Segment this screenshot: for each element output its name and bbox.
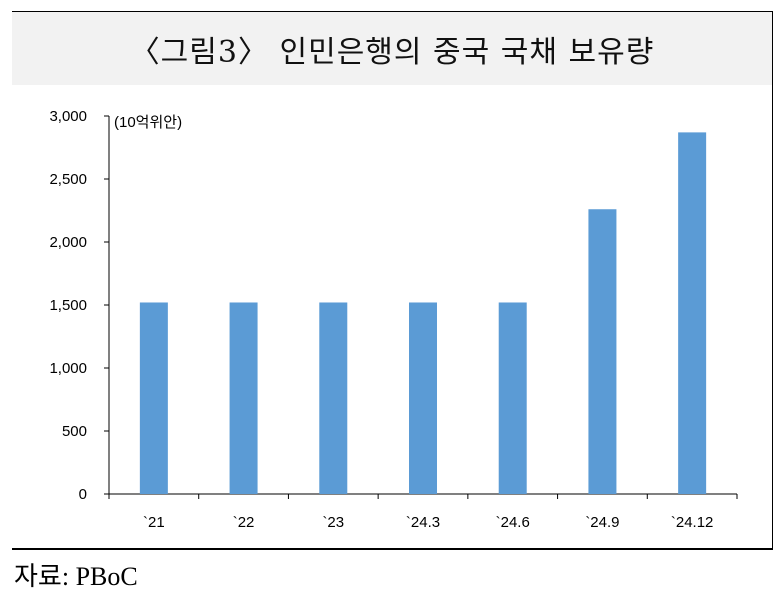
y-tick-label: 1,500 [49,297,87,314]
unit-label: (10억위안) [114,114,182,131]
x-tick-label: `23 [322,514,344,531]
bar [498,302,527,494]
y-tick-label: 2,500 [49,171,87,188]
x-tick-label: `24.3 [406,514,440,531]
x-tick-label: `21 [143,514,165,531]
bar [139,302,168,494]
bar [409,302,437,494]
bottom-rule [12,548,773,550]
title-bar: 〈그림3〉 인민은행의 중국 국채 보유량 [12,12,772,85]
bar [319,302,348,494]
y-tick-label: 3,000 [49,108,87,125]
chart-frame [12,11,773,549]
bar [588,209,617,495]
y-tick-label: 500 [62,423,87,440]
source-note: 자료: PBoC [14,562,138,591]
bars [139,132,707,495]
chart-title: 〈그림3〉 인민은행의 중국 국채 보유량 [129,34,655,70]
x-tick-label: `24.6 [496,514,530,531]
labels: 0 500 1,000 1,500 2,000 2,500 3,000 (10억위안) `21 `… [49,108,713,531]
x-tick-label: `24.9 [585,514,619,531]
bar [678,132,707,494]
x-tick-label: `22 [233,514,255,531]
x-tick-label: `24.12 [671,514,714,531]
bar [229,302,258,494]
y-tick-label: 1,000 [49,360,87,377]
y-tick-label: 2,000 [49,234,87,251]
y-tick-label: 0 [79,486,87,503]
